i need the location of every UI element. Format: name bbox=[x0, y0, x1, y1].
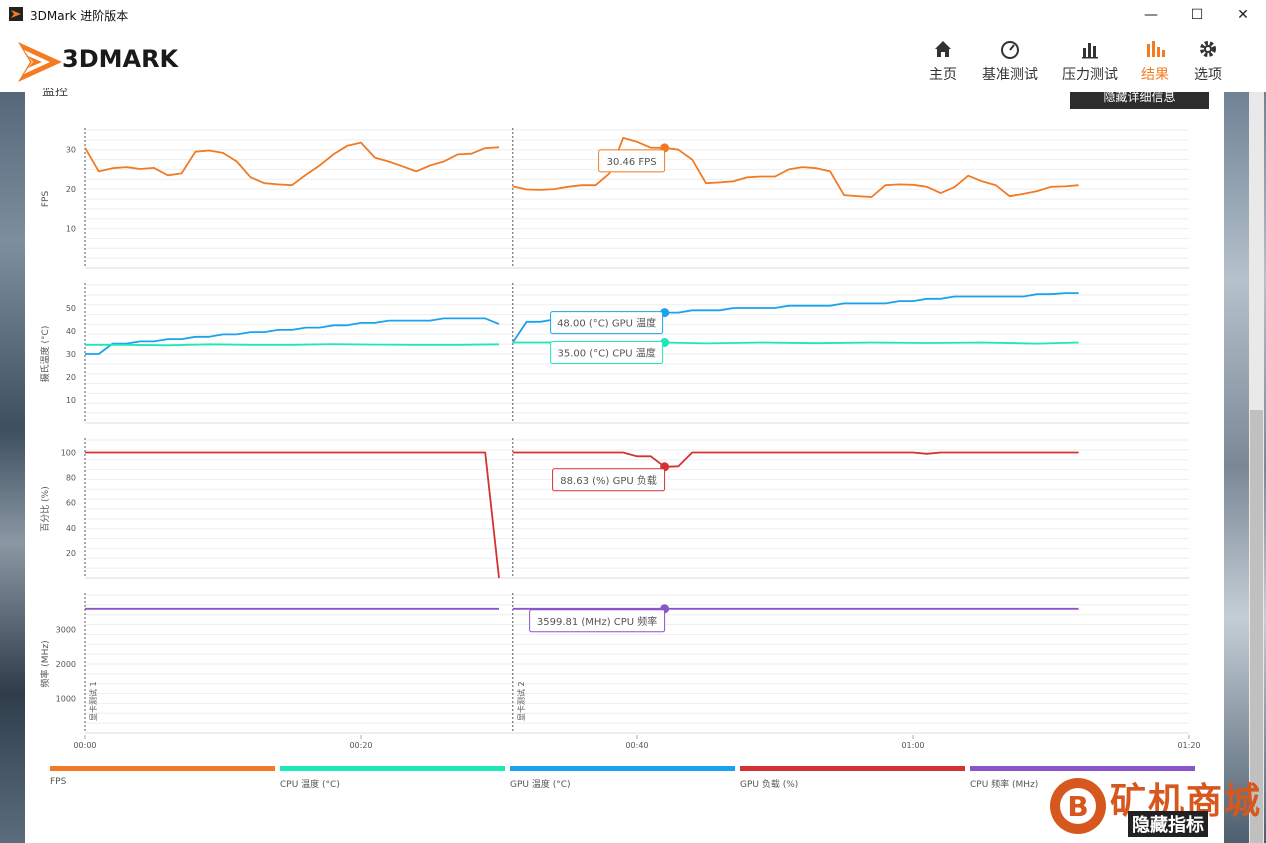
y-axis-label: 百分比 (%) bbox=[39, 486, 51, 531]
series-line bbox=[512, 136, 1079, 198]
legend-label: CPU 温度 (°C) bbox=[280, 780, 340, 790]
x-tick-label: 00:40 bbox=[625, 741, 648, 750]
tooltip-box bbox=[550, 341, 664, 364]
test-marker-label: 显卡测试 2 bbox=[516, 681, 526, 721]
nav-benchmarks-label: 基准测试 bbox=[982, 67, 1038, 83]
legend-swatch bbox=[50, 766, 275, 771]
tooltip-box bbox=[529, 609, 666, 633]
background-left bbox=[0, 92, 25, 843]
nav-options-label: 选项 bbox=[1194, 67, 1222, 83]
monitoring-panel bbox=[25, 92, 1224, 843]
tooltip-label: 88.63 (%) GPU 负载 bbox=[560, 474, 657, 487]
tooltip-box bbox=[598, 149, 666, 173]
y-tick-label: 10 bbox=[66, 225, 76, 234]
legend-swatch bbox=[970, 766, 1195, 771]
nav-results-label: 结果 bbox=[1141, 67, 1169, 83]
close-icon: ✕ bbox=[1237, 7, 1249, 23]
maximize-icon: ☐ bbox=[1190, 7, 1204, 23]
nav-home[interactable]: 主页 bbox=[925, 38, 961, 84]
app-icon bbox=[9, 7, 23, 21]
y-tick-label: 100 bbox=[61, 449, 76, 458]
y-tick-label: 3000 bbox=[56, 626, 76, 635]
y-tick-label: 50 bbox=[66, 304, 76, 313]
app-header: 3DMARK 主页 基准测试 压力测试 结果 bbox=[0, 30, 1266, 92]
window-titlebar: 3DMark 进阶版本 — ☐ ✕ bbox=[0, 0, 1266, 30]
legend-label: FPS bbox=[50, 777, 67, 787]
legend-swatch bbox=[280, 766, 505, 771]
legend-swatch bbox=[510, 766, 735, 771]
nav-stress-label: 压力测试 bbox=[1062, 67, 1118, 83]
y-axis-label: FPS bbox=[41, 191, 51, 208]
series-line bbox=[512, 451, 1079, 468]
gauge-icon bbox=[1001, 41, 1019, 59]
y-axis-label: 频率 (MHz) bbox=[39, 640, 51, 687]
legend-item[interactable]: CPU 频率 (MHz) bbox=[970, 766, 1195, 790]
results-icon bbox=[1147, 41, 1165, 57]
series-line bbox=[85, 317, 500, 355]
3dmark-logo-icon bbox=[18, 42, 62, 82]
nav-results[interactable]: 结果 bbox=[1137, 38, 1173, 84]
minimize-button[interactable]: — bbox=[1128, 0, 1174, 30]
tooltip-label: 35.00 (°C) CPU 温度 bbox=[557, 347, 655, 360]
section-title: 监控 bbox=[42, 88, 69, 99]
series-line bbox=[84, 141, 500, 187]
tooltip-box bbox=[550, 311, 664, 335]
tooltip-label: 48.00 (°C) GPU 温度 bbox=[557, 317, 656, 330]
legend-item[interactable]: GPU 负载 (%) bbox=[740, 766, 965, 790]
nav-options[interactable]: 选项 bbox=[1190, 38, 1226, 84]
y-tick-label: 80 bbox=[66, 474, 76, 483]
y-tick-label: 40 bbox=[66, 327, 76, 336]
y-tick-label: 10 bbox=[66, 396, 76, 405]
y-tick-label: 30 bbox=[66, 350, 76, 359]
y-tick-label: 30 bbox=[66, 146, 76, 155]
nav-benchmarks[interactable]: 基准测试 bbox=[980, 38, 1040, 84]
home-icon bbox=[935, 41, 951, 57]
y-tick-label: 2000 bbox=[56, 660, 76, 669]
legend-swatch bbox=[740, 766, 965, 771]
close-button[interactable]: ✕ bbox=[1220, 0, 1266, 30]
watermark-subtext: 隐藏指标 bbox=[1128, 811, 1208, 837]
y-axis-label: 摄氏温度 (°C) bbox=[39, 326, 51, 383]
x-tick-label: 00:00 bbox=[73, 741, 96, 750]
legend-item[interactable]: CPU 温度 (°C) bbox=[280, 766, 505, 790]
legend-label: CPU 频率 (MHz) bbox=[970, 780, 1039, 790]
hide-details-button[interactable]: 隐藏详细信息 bbox=[1070, 92, 1209, 109]
scrollbar-thumb[interactable] bbox=[1250, 410, 1263, 843]
y-tick-label: 20 bbox=[66, 373, 76, 382]
svg-text:B: B bbox=[1067, 790, 1088, 823]
tooltip-label: 30.46 FPS bbox=[607, 157, 657, 168]
x-tick-label: 00:20 bbox=[349, 741, 372, 750]
tooltip-label: 3599.81 (MHz) CPU 频率 bbox=[537, 615, 657, 628]
legend-label: GPU 负载 (%) bbox=[740, 780, 799, 790]
nav-stress-tests[interactable]: 压力测试 bbox=[1060, 38, 1120, 84]
bar-chart-icon bbox=[1082, 43, 1098, 59]
legend-item[interactable]: FPS bbox=[50, 766, 275, 790]
logo-text: 3DMARK bbox=[62, 45, 179, 73]
y-tick-label: 20 bbox=[66, 185, 76, 194]
nav-home-label: 主页 bbox=[929, 67, 957, 83]
y-tick-label: 20 bbox=[66, 549, 76, 558]
tooltip-box bbox=[552, 468, 666, 492]
y-tick-label: 60 bbox=[66, 499, 76, 508]
x-tick-label: 01:00 bbox=[901, 741, 924, 750]
watermark-logo-icon: B bbox=[1050, 778, 1106, 834]
minimize-icon: — bbox=[1144, 7, 1158, 23]
gear-icon bbox=[1200, 41, 1216, 57]
test-marker-label: 显卡测试 1 bbox=[88, 681, 98, 721]
legend-item[interactable]: GPU 温度 (°C) bbox=[510, 766, 735, 790]
legend-label: GPU 温度 (°C) bbox=[510, 780, 571, 790]
y-tick-label: 40 bbox=[66, 524, 76, 533]
maximize-button[interactable]: ☐ bbox=[1174, 0, 1220, 30]
series-line bbox=[85, 343, 500, 347]
series-line bbox=[85, 451, 500, 579]
y-tick-label: 1000 bbox=[56, 695, 76, 704]
x-tick-label: 01:20 bbox=[1177, 741, 1200, 750]
window-title: 3DMark 进阶版本 bbox=[30, 9, 129, 23]
